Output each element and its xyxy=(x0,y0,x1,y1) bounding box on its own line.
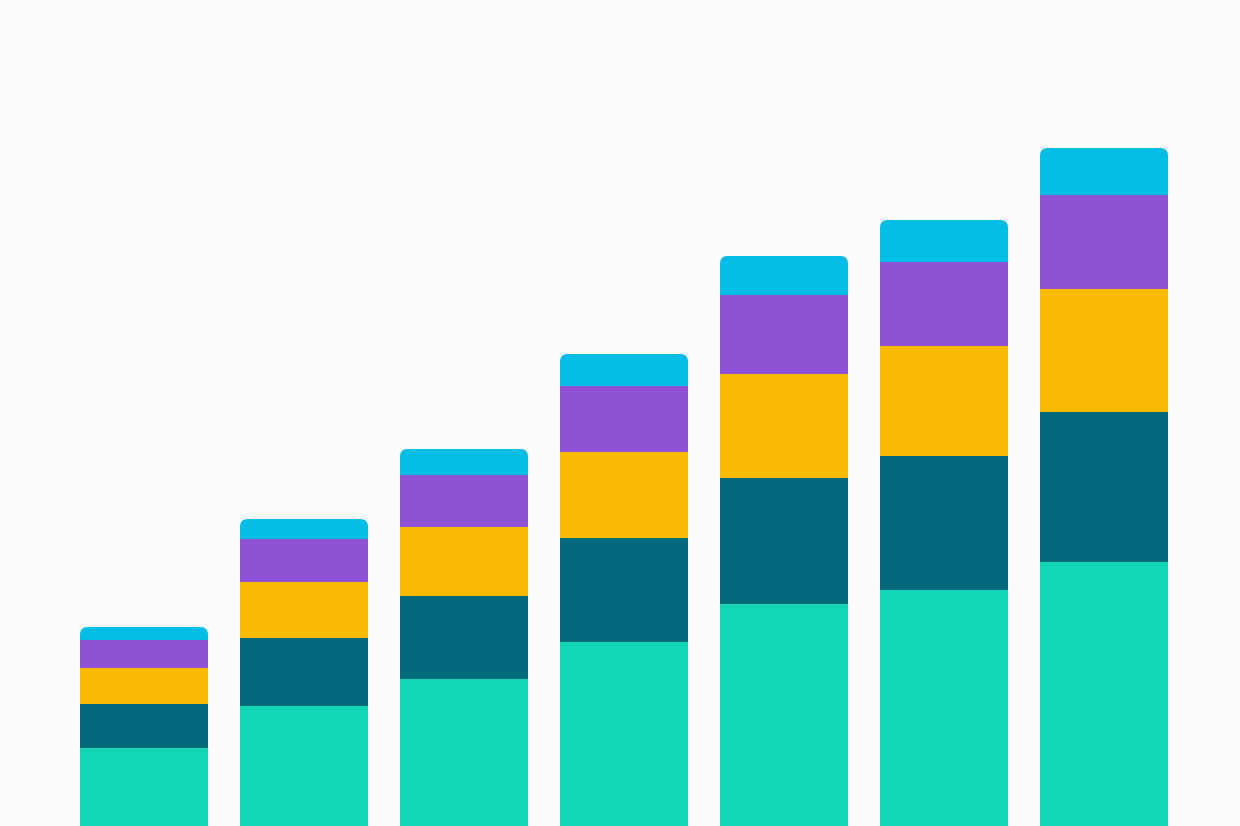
bar-stack-3 xyxy=(400,449,528,826)
bar-segment-series-2 xyxy=(400,596,528,679)
bar-stack-4 xyxy=(560,354,688,826)
bar-stack-2 xyxy=(240,519,368,826)
bar-segment-series-2 xyxy=(1040,412,1168,562)
bar-segment-series-2 xyxy=(880,456,1008,590)
bar-segment-series-2 xyxy=(240,638,368,706)
bar-segment-series-1 xyxy=(400,679,528,826)
bar-segment-series-5 xyxy=(400,449,528,475)
bar-stack-6 xyxy=(880,220,1008,826)
bar-stack-1 xyxy=(80,627,208,826)
bar-segment-series-4 xyxy=(720,295,848,374)
bar-segment-series-2 xyxy=(80,704,208,748)
bar-segment-series-5 xyxy=(1040,148,1168,195)
bar-segment-series-3 xyxy=(880,346,1008,456)
bar-segment-series-1 xyxy=(720,604,848,826)
bar-segment-series-3 xyxy=(80,668,208,704)
bar-segment-series-4 xyxy=(880,262,1008,346)
bar-segment-series-3 xyxy=(1040,289,1168,412)
bar-segment-series-1 xyxy=(240,706,368,826)
bar-segment-series-3 xyxy=(400,527,528,596)
bar-segment-series-4 xyxy=(560,386,688,452)
bar-stack-7 xyxy=(1040,148,1168,826)
bar-segment-series-4 xyxy=(400,475,528,527)
bar-segment-series-5 xyxy=(560,354,688,386)
bar-segment-series-2 xyxy=(560,538,688,642)
bar-segment-series-2 xyxy=(720,478,848,604)
bar-segment-series-5 xyxy=(880,220,1008,262)
bar-stack-5 xyxy=(720,256,848,826)
bar-segment-series-5 xyxy=(240,519,368,539)
bar-segment-series-3 xyxy=(720,374,848,478)
bar-segment-series-4 xyxy=(240,539,368,582)
bar-segment-series-5 xyxy=(720,256,848,295)
bar-segment-series-4 xyxy=(80,640,208,668)
bar-segment-series-1 xyxy=(560,642,688,826)
bar-segment-series-4 xyxy=(1040,195,1168,289)
bar-segment-series-1 xyxy=(1040,562,1168,826)
bar-segment-series-3 xyxy=(560,452,688,538)
bar-segment-series-1 xyxy=(80,748,208,826)
bar-segment-series-1 xyxy=(880,590,1008,826)
bar-segment-series-3 xyxy=(240,582,368,638)
bar-segment-series-5 xyxy=(80,627,208,640)
